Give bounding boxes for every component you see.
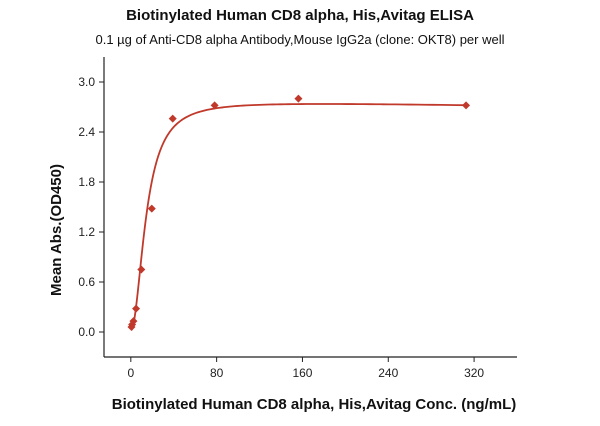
- data-points: [127, 94, 471, 331]
- data-point: [132, 304, 141, 313]
- data-point: [462, 101, 471, 110]
- y-tick-label: 1.8: [78, 175, 95, 189]
- x-tick-label: 80: [210, 366, 224, 380]
- data-point: [294, 94, 303, 103]
- y-tick-label: 1.2: [78, 225, 95, 239]
- y-tick-label: 0.0: [78, 325, 95, 339]
- chart-subtitle: 0.1 µg of Anti-CD8 alpha Antibody,Mouse …: [95, 32, 504, 47]
- y-axis-title: Mean Abs.(OD450): [48, 164, 65, 296]
- data-point: [168, 114, 177, 123]
- x-tick-label: 320: [464, 366, 484, 380]
- data-point: [129, 317, 138, 326]
- chart-title: Biotinylated Human CD8 alpha, His,Avitag…: [126, 7, 474, 24]
- x-tick-label: 160: [292, 366, 312, 380]
- data-point: [210, 101, 219, 110]
- fit-curve: [130, 103, 467, 331]
- data-point: [147, 204, 156, 213]
- y-tick-label: 2.4: [78, 125, 95, 139]
- y-tick-label: 3.0: [78, 75, 95, 89]
- x-axis-ticks: 0 80 160 240 320: [127, 357, 484, 380]
- data-point: [137, 265, 146, 274]
- y-tick-label: 0.6: [78, 275, 95, 289]
- axes: [103, 57, 517, 358]
- x-tick-label: 0: [127, 366, 134, 380]
- x-tick-label: 240: [378, 366, 398, 380]
- x-axis-title: Biotinylated Human CD8 alpha, His,Avitag…: [112, 396, 516, 413]
- y-axis-ticks: 0.0 0.6 1.2 1.8 2.4 3.0: [78, 75, 104, 339]
